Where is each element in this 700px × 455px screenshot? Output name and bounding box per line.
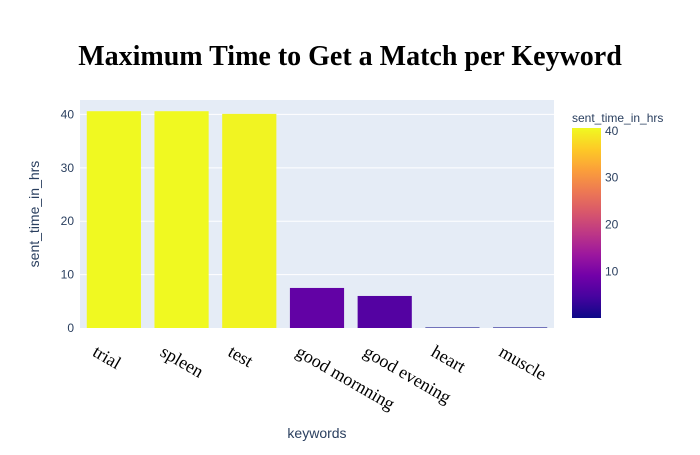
bar-good-evening xyxy=(357,295,412,328)
y-tick-label: 40 xyxy=(61,107,75,121)
y-tick-label: 0 xyxy=(67,321,74,335)
x-tick-label: muscle xyxy=(496,341,550,384)
bars xyxy=(86,111,548,329)
bar-spleen xyxy=(154,111,209,329)
colorbar-tick-label: 30 xyxy=(605,171,619,185)
bar-test xyxy=(222,113,277,328)
y-tick-label: 20 xyxy=(61,214,75,228)
x-tick-label: heart xyxy=(428,341,469,376)
colorbar-tick-label: 20 xyxy=(605,218,619,232)
y-tick-labels: 0 10 20 30 40 xyxy=(61,107,75,335)
colorbar-tick-label: 40 xyxy=(605,124,619,138)
bar-good-mornning xyxy=(289,287,345,328)
colorbar-title: sent_time_in_hrs xyxy=(572,111,663,125)
bar-heart xyxy=(425,327,480,328)
x-tick-label: spleen xyxy=(157,341,207,381)
y-tick-label: 30 xyxy=(61,161,75,175)
bar-muscle xyxy=(493,327,548,328)
y-axis-title: sent_time_in_hrs xyxy=(26,161,42,268)
bar-trial xyxy=(86,111,141,329)
x-tick-label: trial xyxy=(89,341,124,373)
x-tick-label: test xyxy=(225,341,257,371)
chart-title: Maximum Time to Get a Match per Keyword xyxy=(78,41,622,72)
y-tick-label: 10 xyxy=(61,268,75,282)
colorbar: sent_time_in_hrs 10 20 30 40 xyxy=(572,111,663,318)
colorbar-gradient xyxy=(572,128,601,318)
x-axis-title: keywords xyxy=(287,425,346,441)
colorbar-tick-label: 10 xyxy=(605,265,619,279)
